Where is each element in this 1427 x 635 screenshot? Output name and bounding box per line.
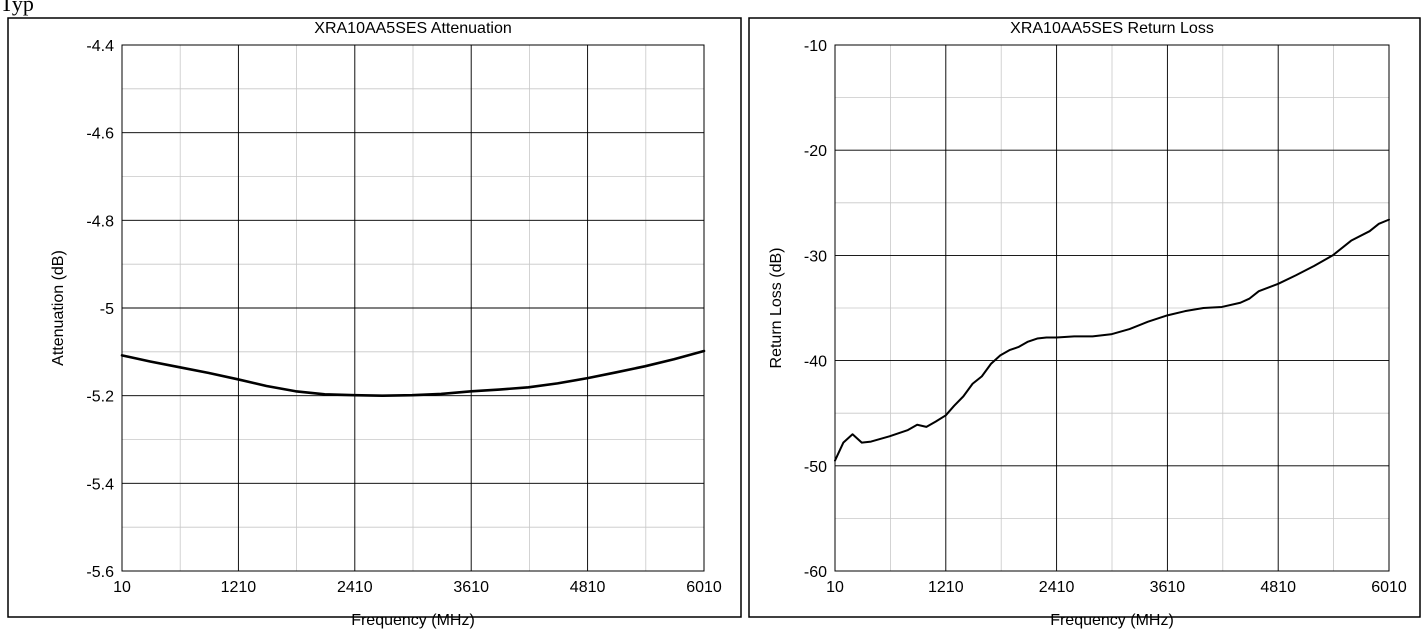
x-tick-label: 4810 bbox=[1260, 579, 1296, 596]
chart-panel-1: XRA10AA5SES Attenuation 10 1210 2410 3610 481… bbox=[7, 17, 742, 629]
panels-layer: XRA10AA5SES Attenuation 10 1210 2410 3610 481… bbox=[7, 17, 1421, 629]
y-tick-label: -5.4 bbox=[86, 476, 114, 493]
x-tick-label: 3610 bbox=[1150, 579, 1186, 596]
chart-title: XRA10AA5SES Attenuation bbox=[314, 20, 511, 37]
plot-area-border bbox=[121, 44, 705, 572]
y-tick-label: -4.4 bbox=[86, 38, 114, 55]
x-tick-label: 1210 bbox=[221, 579, 257, 596]
x-tick-label: 2410 bbox=[1039, 579, 1075, 596]
y-tick-label: -4.8 bbox=[86, 213, 114, 230]
y-tick-label: -20 bbox=[804, 143, 827, 160]
x-axis-label: Frequency (MHz) bbox=[351, 612, 475, 629]
y-tick-label: -10 bbox=[804, 38, 827, 55]
chart-panel-2: XRA10AA5SES Return Loss 10 1210 2410 3610 481… bbox=[748, 17, 1421, 629]
y-axis-label: Return Loss (dB) bbox=[768, 248, 785, 369]
y-axis-label: Attenuation (dB) bbox=[50, 250, 67, 366]
panel-frame bbox=[7, 17, 742, 618]
y-tick-label: -5 bbox=[100, 301, 114, 318]
header-text: Typ bbox=[0, 0, 34, 16]
panel-frame bbox=[748, 17, 1421, 618]
y-tick-label: -50 bbox=[804, 459, 827, 476]
x-tick-label: 6010 bbox=[1371, 579, 1407, 596]
y-tick-label: -5.6 bbox=[86, 564, 114, 581]
y-tick-label: -30 bbox=[804, 248, 827, 265]
y-tick-label: -5.2 bbox=[86, 389, 114, 406]
x-tick-label: 2410 bbox=[337, 579, 373, 596]
x-tick-label: 6010 bbox=[686, 579, 722, 596]
series-line-1 bbox=[120, 349, 706, 397]
minor-gridlines bbox=[834, 44, 1390, 572]
y-tick-label: -40 bbox=[804, 354, 827, 371]
x-tick-label: 1210 bbox=[928, 579, 964, 596]
y-tick-label: -60 bbox=[804, 564, 827, 581]
series-line-1 bbox=[834, 218, 1390, 462]
x-tick-label: 10 bbox=[826, 579, 844, 596]
x-tick-label: 10 bbox=[113, 579, 131, 596]
x-tick-label: 4810 bbox=[570, 579, 606, 596]
y-tick-label: -4.6 bbox=[86, 126, 114, 143]
x-tick-label: 3610 bbox=[453, 579, 489, 596]
plot-area-border bbox=[834, 44, 1390, 572]
x-axis-label: Frequency (MHz) bbox=[1050, 612, 1174, 629]
chart-title: XRA10AA5SES Return Loss bbox=[1010, 20, 1214, 37]
